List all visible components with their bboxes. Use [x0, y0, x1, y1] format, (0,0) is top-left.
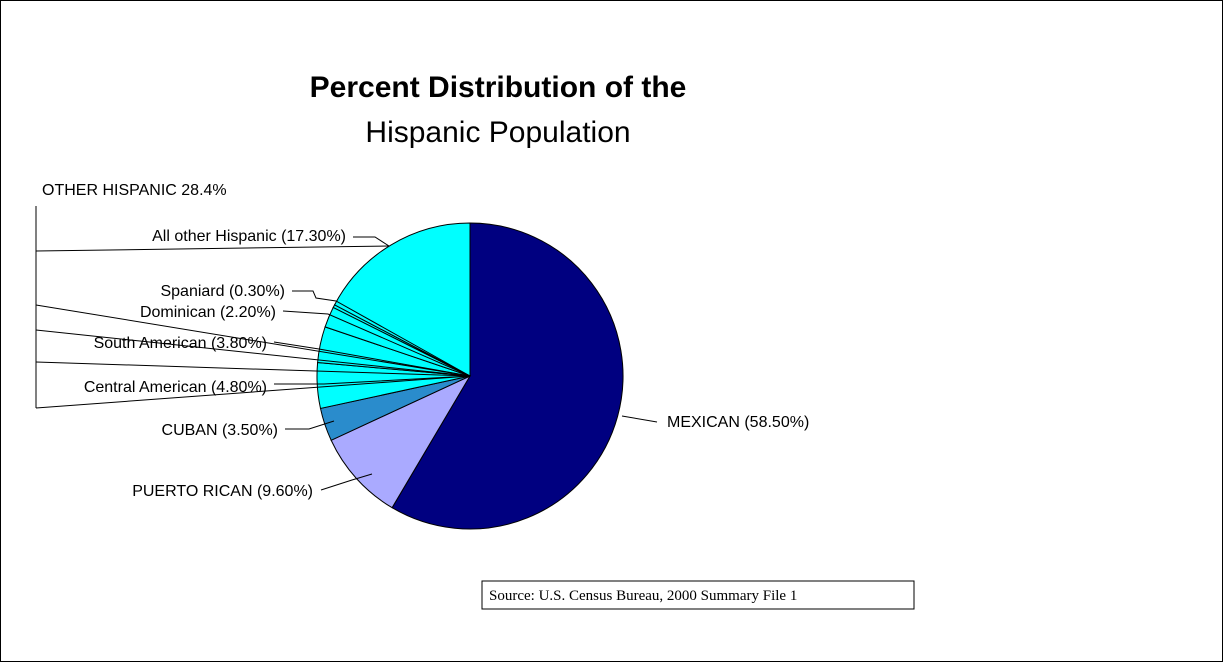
group-connector-3	[35, 361, 471, 377]
chart-subtitle: Hispanic Population	[365, 116, 630, 149]
slice-label-2: CUBAN (3.50%)	[162, 422, 278, 439]
slice-label-1: PUERTO RICAN (9.60%)	[132, 483, 313, 500]
source-box	[481, 580, 915, 610]
slice-label-7: All other Hispanic (17.30%)	[152, 228, 346, 245]
leader-line-1	[320, 473, 373, 491]
source-note: Source: U.S. Census Bureau, 2000 Summary…	[489, 588, 797, 604]
group-connector-4	[35, 375, 471, 409]
pie-slice-7	[333, 222, 471, 377]
leader-line-6	[292, 290, 471, 377]
slice-label-4: South American (3.80%)	[94, 335, 267, 352]
slice-label-5: Dominican (2.20%)	[140, 304, 276, 321]
pie-slice-0	[391, 222, 624, 530]
group-label-other-hispanic: OTHER HISPANIC 28.4%	[42, 182, 227, 199]
leader-line-5	[282, 310, 471, 377]
slice-label-0: MEXICAN (58.50%)	[667, 414, 809, 431]
pie-slices	[316, 222, 624, 530]
group-connector-0	[35, 245, 390, 252]
leader-line-3	[274, 375, 471, 385]
slice-label-6: Spaniard (0.30%)	[160, 283, 285, 300]
leader-line-2	[285, 420, 335, 430]
leader-line-0	[621, 415, 658, 423]
group-connector-2	[35, 329, 471, 377]
slice-labels: MEXICAN (58.50%) PUERTO RICAN (9.60%) CUBA…	[35, 228, 809, 500]
chart-title: Percent Distribution of the	[310, 71, 687, 104]
slice-label-3: Central American (4.80%)	[84, 379, 267, 396]
leader-line-4	[273, 341, 471, 377]
leader-line-7	[353, 236, 390, 247]
group-connector-1	[35, 304, 471, 377]
